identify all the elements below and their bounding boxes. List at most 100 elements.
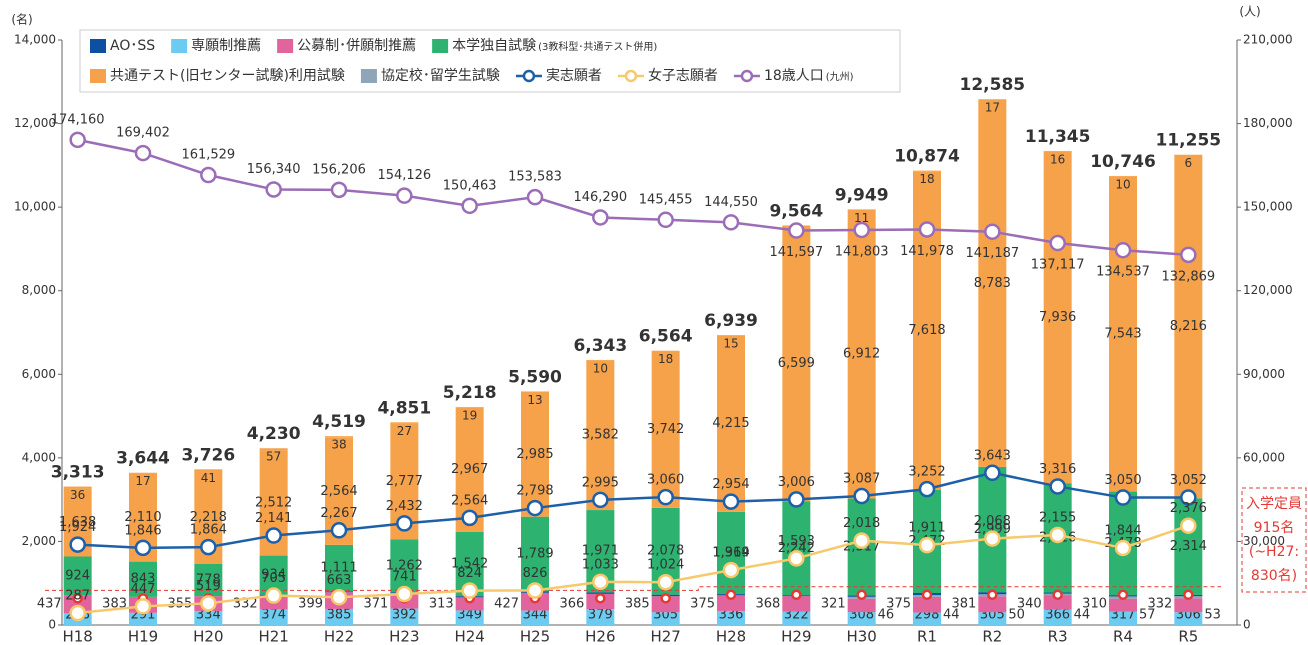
line-label: 1,314 [712, 546, 749, 561]
bar-label: 313 [429, 597, 454, 612]
quota-marker [856, 589, 867, 601]
bar-label: 3,742 [647, 422, 684, 437]
legend-note: (3教科型･共通テスト併用) [538, 40, 657, 53]
bar-label: 334 [196, 608, 221, 623]
y-tick-label: 12,000 [14, 116, 56, 130]
line-label: 519 [196, 579, 221, 594]
annotation-box [1241, 487, 1307, 593]
line-label: 150,463 [443, 178, 497, 193]
y2-tick-label: 120,000 [1243, 283, 1293, 297]
y-tick-label: 2,000 [22, 534, 56, 548]
x-tick-label: H27 [650, 628, 680, 645]
line-label: 2,068 [974, 514, 1011, 529]
line-label: 3,052 [1170, 473, 1207, 488]
annotation: 入学定員 [1246, 496, 1302, 512]
bar-label: 13 [527, 393, 542, 407]
line-label: 2,141 [255, 511, 292, 526]
quota-marker [660, 593, 671, 604]
line-marker [984, 530, 1001, 547]
x-tick-label: H28 [716, 628, 746, 645]
line-marker [200, 595, 217, 612]
bar-segment [455, 610, 484, 625]
bar-label: 375 [690, 597, 715, 612]
bar-label: 41 [201, 471, 216, 485]
line-label: 447 [131, 582, 156, 597]
line-marker [1049, 478, 1066, 495]
line-marker [592, 491, 609, 509]
line-marker [1049, 234, 1066, 252]
line-marker [1180, 246, 1197, 264]
bar-label: 44 [943, 608, 960, 623]
bar-segment [129, 472, 157, 474]
line-marker [134, 144, 152, 162]
legend-marker [740, 69, 754, 83]
line-marker [134, 539, 152, 557]
total-label: 5,590 [508, 367, 562, 387]
bar-segment [651, 351, 680, 508]
bar-label: 310 [1082, 597, 1107, 612]
line-marker [592, 209, 609, 226]
line-marker [265, 587, 282, 604]
legend-marker [624, 69, 638, 83]
bar-label: 2,999 [974, 522, 1011, 537]
bar-label: 375 [886, 597, 911, 612]
line-label: 3,316 [1039, 462, 1076, 477]
x-tick-label: H30 [846, 628, 876, 645]
bar-label: 2,564 [320, 484, 357, 499]
line-label: 2,995 [582, 475, 619, 490]
bar-segment [1174, 154, 1203, 499]
x-tick-label: R4 [1113, 628, 1133, 645]
line-label: 144,550 [704, 195, 758, 210]
y-tick-label: 8,000 [22, 283, 56, 297]
x-tick-label: H20 [193, 628, 223, 645]
legend-label: 共通テスト(旧センター試験)利用試験 [110, 68, 345, 84]
bar-label: 1,262 [386, 558, 423, 573]
annotation: (~H27: [1249, 544, 1299, 560]
bar-segment [1043, 595, 1072, 610]
line-marker [1049, 526, 1066, 544]
line-marker [526, 499, 544, 517]
y2-tick-label: 150,000 [1243, 200, 1293, 214]
line-marker [1114, 241, 1132, 259]
bar-label: 321 [821, 597, 846, 612]
line-label: 3,087 [843, 472, 880, 487]
line-marker [461, 197, 478, 215]
bar-segment [847, 612, 876, 625]
line-label: 174,160 [51, 112, 105, 127]
legend-swatch [432, 39, 449, 53]
bar-label: 385 [327, 608, 352, 623]
bar-label: 349 [457, 608, 482, 623]
total-label: 9,949 [835, 185, 889, 205]
bar-segment [978, 99, 1007, 467]
line-label: 1,033 [582, 557, 619, 572]
line-label: 2,267 [320, 506, 357, 521]
legend-note: (九州) [826, 71, 854, 83]
bar-label: 53 [1204, 608, 1221, 623]
line-label: 2,954 [712, 477, 749, 492]
bar-label: 1,542 [451, 556, 488, 571]
bar-segment [390, 539, 419, 593]
x-tick-label: R5 [1178, 628, 1198, 645]
bar-label: 17 [985, 101, 1000, 115]
line-label: 156,206 [312, 162, 366, 177]
annotation: 830名) [1251, 568, 1297, 584]
line-label: 3,643 [974, 448, 1011, 463]
x-tick-label: R3 [1048, 628, 1068, 645]
line-label: 161,529 [181, 148, 235, 163]
line-label: 141,187 [965, 246, 1019, 261]
bar-segment [1043, 150, 1072, 152]
bar-label: 57 [1139, 608, 1156, 623]
bar-label: 366 [560, 597, 585, 612]
legend-label: 実志願者 [546, 68, 602, 84]
line-label: 3,060 [647, 473, 684, 488]
legend-label: 公募制･併願制推薦 [297, 38, 416, 54]
y2-tick-label: 90,000 [1243, 367, 1285, 381]
bar-label: 385 [625, 597, 650, 612]
quota-marker [1117, 589, 1129, 601]
line-marker [1180, 489, 1197, 506]
y2-tick-label: 210,000 [1243, 33, 1293, 47]
total-label: 3,644 [116, 449, 170, 469]
total-label: 10,874 [894, 147, 960, 167]
x-tick-label: H23 [389, 628, 419, 645]
bar-segment [194, 469, 223, 472]
